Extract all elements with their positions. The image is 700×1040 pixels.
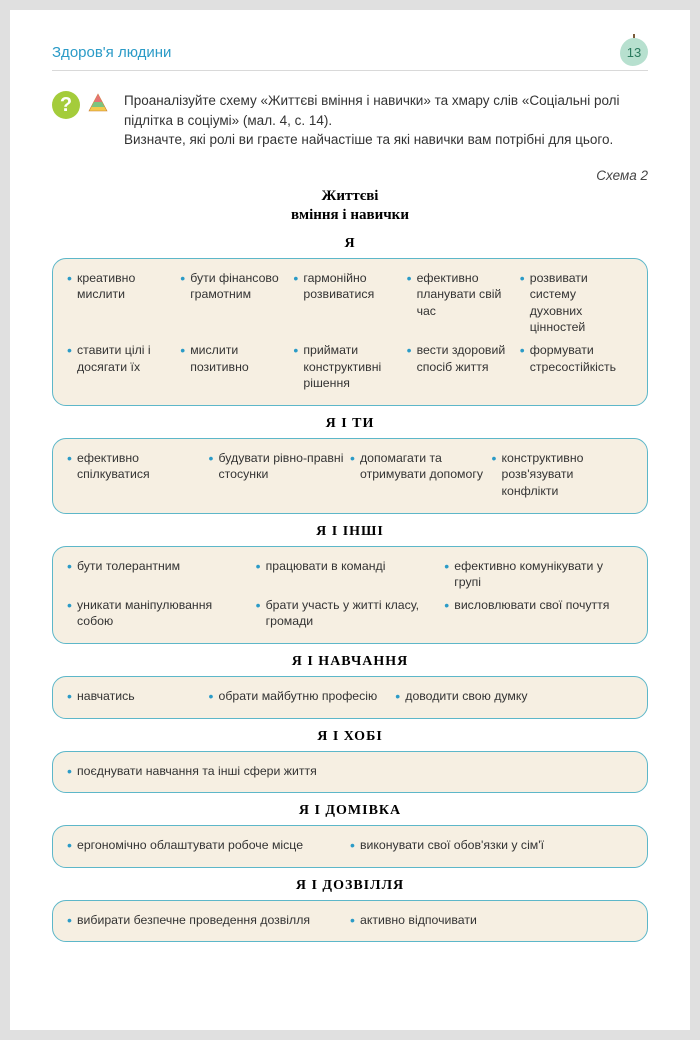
intro-block: ? Проаналізуйте схему «Життєві вміння і … bbox=[52, 91, 648, 150]
skill-item: брати участь у житті класу, громади bbox=[256, 594, 445, 633]
scheme-label: Схема 2 bbox=[52, 168, 648, 183]
skill-grid: бути толерантнимпрацювати в командіефект… bbox=[67, 555, 633, 633]
skill-grid: навчатисьобрати майбутню професіюдоводит… bbox=[67, 685, 633, 708]
scheme-title: Життєві вміння і навички bbox=[52, 187, 648, 226]
section-title: Я І НАВЧАННЯ bbox=[52, 654, 648, 670]
skill-grid: поєднувати навчання та інші сфери життя bbox=[67, 760, 633, 783]
scheme-title-line1: Життєві bbox=[322, 188, 379, 204]
skill-box: бути толерантнимпрацювати в командіефект… bbox=[52, 546, 648, 644]
section-title: Я І ТИ bbox=[52, 416, 648, 432]
skill-item: будувати рівно-правні стосунки bbox=[209, 447, 351, 503]
skill-item: поєднувати навчання та інші сфери життя bbox=[67, 760, 633, 783]
skill-item: уникати маніпулювання собою bbox=[67, 594, 256, 633]
skill-box: креативно мислитибути фінансово грамотни… bbox=[52, 258, 648, 406]
skill-item: ефективно комунікувати у групі bbox=[444, 555, 633, 594]
skill-item: вести здоровий спосіб життя bbox=[407, 339, 520, 395]
skill-box: ергономічно облаштувати робоче місцевико… bbox=[52, 825, 648, 868]
skill-box: вибирати безпечне проведення дозвілляакт… bbox=[52, 900, 648, 943]
header-title: Здоров'я людини bbox=[52, 44, 171, 61]
skill-item: обрати майбутню професію bbox=[209, 685, 396, 708]
skill-item: виконувати свої обов'язки у сім'ї bbox=[350, 834, 633, 857]
skill-grid: ергономічно облаштувати робоче місцевико… bbox=[67, 834, 633, 857]
skill-item: ефективно спілкуватися bbox=[67, 447, 209, 503]
skill-item: формувати стресостійкість bbox=[520, 339, 633, 395]
skill-item: активно відпочивати bbox=[350, 909, 633, 932]
skill-item: вибирати безпечне проведення дозвілля bbox=[67, 909, 350, 932]
section-title: Я І ДОЗВІЛЛЯ bbox=[52, 878, 648, 894]
skill-item: конструктивно розв'язувати конфлікти bbox=[492, 447, 634, 503]
skill-item: мислити позитивно bbox=[180, 339, 293, 395]
skill-grid: креативно мислитибути фінансово грамотни… bbox=[67, 267, 633, 395]
skill-item: навчатись bbox=[67, 685, 209, 708]
section-title: Я bbox=[52, 236, 648, 252]
skill-box: поєднувати навчання та інші сфери життя bbox=[52, 751, 648, 794]
skill-item: ставити цілі і досягати їх bbox=[67, 339, 180, 395]
question-icon: ? bbox=[52, 91, 80, 119]
page: Здоров'я людини 13 ? Проаналізуйте схему… bbox=[10, 10, 690, 1030]
skill-item: доводити свою думку bbox=[395, 685, 633, 708]
skill-item: ефективно планувати свій час bbox=[407, 267, 520, 339]
skill-item: креативно мислити bbox=[67, 267, 180, 339]
skill-item: висловлювати свої почуття bbox=[444, 594, 633, 633]
skill-grid: ефективно спілкуватисябудувати рівно-пра… bbox=[67, 447, 633, 503]
skill-item: гармонійно розвиватися bbox=[293, 267, 406, 339]
skill-item: бути фінансово грамотним bbox=[180, 267, 293, 339]
section-title: Я І ХОБІ bbox=[52, 729, 648, 745]
skill-item: працювати в команді bbox=[256, 555, 445, 594]
intro-text: Проаналізуйте схему «Життєві вміння і на… bbox=[124, 91, 648, 150]
skill-grid: вибирати безпечне проведення дозвілляакт… bbox=[67, 909, 633, 932]
skill-item: бути толерантним bbox=[67, 555, 256, 594]
skill-box: ефективно спілкуватисябудувати рівно-пра… bbox=[52, 438, 648, 514]
skill-item: допомагати та отримувати допомогу bbox=[350, 447, 492, 503]
pyramid-icon bbox=[86, 91, 110, 115]
page-number: 13 bbox=[627, 45, 641, 60]
skill-item: розвивати систему духовних цінностей bbox=[520, 267, 633, 339]
page-header: Здоров'я людини 13 bbox=[52, 38, 648, 71]
skill-item: ергономічно облаштувати робоче місце bbox=[67, 834, 350, 857]
section-title: Я І ДОМІВКА bbox=[52, 803, 648, 819]
page-number-badge: 13 bbox=[620, 38, 648, 66]
intro-icons: ? bbox=[52, 91, 110, 150]
section-title: Я І ІНШІ bbox=[52, 524, 648, 540]
skill-item: приймати конструктивні рішення bbox=[293, 339, 406, 395]
scheme-title-line2: вміння і навички bbox=[291, 207, 409, 223]
sections-container: Якреативно мислитибути фінансово грамотн… bbox=[52, 236, 648, 943]
skill-box: навчатисьобрати майбутню професіюдоводит… bbox=[52, 676, 648, 719]
